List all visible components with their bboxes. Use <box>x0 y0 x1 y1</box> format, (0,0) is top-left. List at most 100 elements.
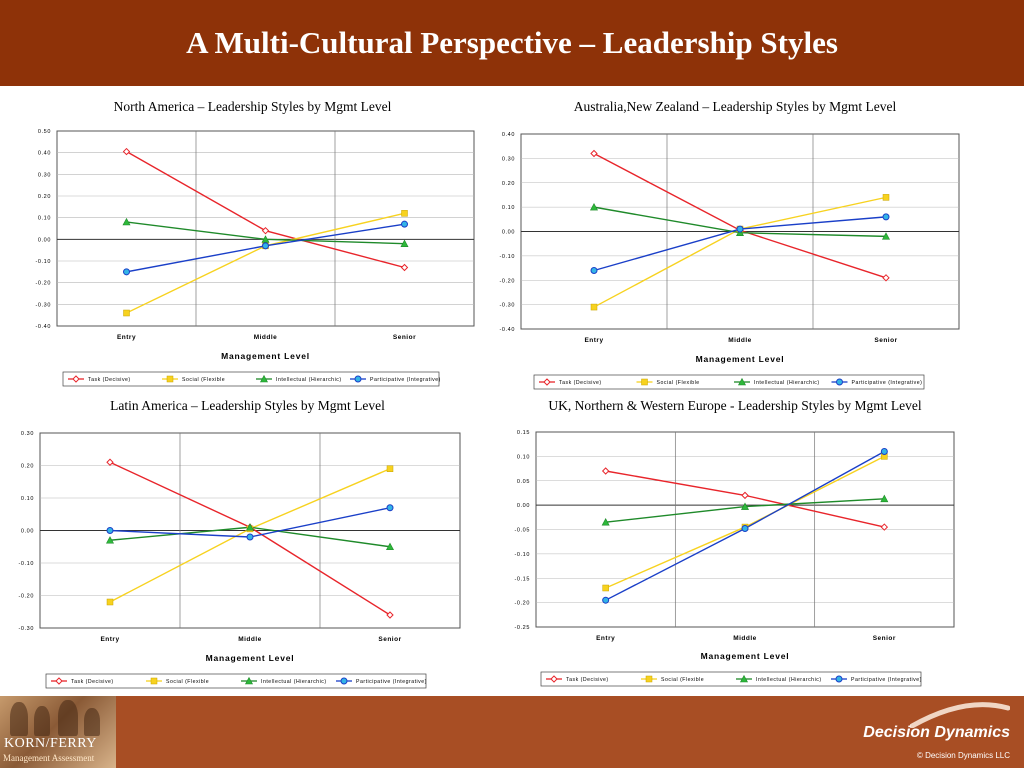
chart-3-xtick-label: Entry <box>100 636 119 643</box>
chart-4-legend-marker-intellectual <box>739 674 749 683</box>
chart-3-series-task-point <box>386 611 394 619</box>
chart-3-legend-label-participative: Participative (Integrative) <box>356 679 427 685</box>
chart-4-series-task-point <box>741 491 749 500</box>
korn-ferry-logo: KORN/FERRY Management Assessment <box>0 696 116 768</box>
chart-2-legend-label-participative: Participative (Integrative) <box>852 380 923 386</box>
chart-4-ytick-label: 0.10 <box>517 454 530 460</box>
chart-4-ytick-label: -0.25 <box>514 625 530 631</box>
chart-2-ytick-label: -0.30 <box>499 303 515 309</box>
chart-2-series-task-point <box>882 274 890 282</box>
chart-1-xtick-label: Middle <box>254 334 278 341</box>
chart-3-series-intellectual-point <box>385 542 395 551</box>
chart-3-ytick-label: 0.20 <box>21 464 34 470</box>
chart-1-ytick-label: 0.30 <box>38 172 51 178</box>
chart-4-ytick-label: -0.05 <box>514 528 530 534</box>
chart-3-ytick-label: -0.30 <box>18 626 34 632</box>
chart-2-ytick-label: -0.40 <box>499 327 515 333</box>
chart-title-latin-america: Latin America – Leadership Styles by Mgm… <box>110 398 385 413</box>
chart-1-series-intellectual-point <box>122 217 131 226</box>
chart-1-ytick-label: 0.40 <box>38 151 51 157</box>
chart-1-legend-label-social: Social (Flexible <box>182 377 225 383</box>
chart-2-xtick-label: Middle <box>728 337 752 344</box>
chart-1-ytick-label: -0.20 <box>35 281 51 287</box>
chart-1-series-intellectual-point <box>400 239 409 247</box>
chart-1-legend-marker-social <box>166 375 174 383</box>
chart-1-series-participative-point <box>401 220 408 228</box>
chart-2-legend-box <box>533 374 925 390</box>
chart-4-legend-marker-participative <box>835 675 843 683</box>
chart-2-legend-marker-intellectual <box>737 377 747 386</box>
chart-1-ytick-label: 0.50 <box>38 129 51 135</box>
chart-4-ytick-label: 0.00 <box>517 503 530 509</box>
chart-3-xtick-label: Senior <box>378 636 401 643</box>
chart-1-legend-label-intellectual: Intellectual (Hierarchic) <box>276 377 342 383</box>
chart-3-legend-marker-task <box>55 677 63 685</box>
chart-3-legend-marker-intellectual <box>244 676 254 685</box>
chart-1-legend-label-participative: Participative (Integrative) <box>370 377 441 383</box>
chart-1-ytick-label: 0.10 <box>38 216 51 222</box>
chart-3-legend-label-social: Social (Flexible <box>166 679 209 685</box>
chart-2-legend-marker-task <box>543 378 551 386</box>
chart-2-xaxis-title: Management Level <box>696 354 785 364</box>
chart-2-ytick-label: 0.10 <box>502 205 515 211</box>
chart-4-series-task-point <box>880 523 889 531</box>
chart-3-series-task-point <box>106 458 114 466</box>
chart-2-ytick-label: 0.30 <box>502 156 515 162</box>
chart-3-ytick-label: 0.10 <box>21 496 34 502</box>
chart-2-legend-marker-social <box>641 378 648 386</box>
chart-2-legend-label-task: Task (Decisive) <box>559 380 602 386</box>
chart-3-xaxis-title: Management Level <box>206 653 295 663</box>
chart-4-ytick-label: -0.15 <box>514 576 530 582</box>
chart-1-xaxis-title: Management Level <box>221 351 310 361</box>
decision-dynamics-swoosh-icon <box>910 702 1010 728</box>
chart-4-series-participative-point <box>602 596 610 604</box>
chart-3-series-participative-point <box>386 504 394 512</box>
chart-1-series-task-point <box>261 226 270 235</box>
chart-3-legend-label-intellectual: Intellectual (Hierarchic) <box>261 679 327 685</box>
korn-ferry-name: KORN/FERRY <box>4 736 97 751</box>
footer-bar: KORN/FERRY Management Assessment Decisio… <box>0 696 1024 768</box>
chart-1-series-task-point <box>400 263 409 272</box>
chart-4-series-intellectual-point <box>880 494 889 503</box>
chart-4-xtick-label: Entry <box>596 635 615 642</box>
chart-2-series-social-point <box>882 194 890 201</box>
chart-3-ytick-label: 0.00 <box>21 529 34 535</box>
chart-3-series-intellectual-point <box>105 536 115 544</box>
chart-2-series-intellectual-point <box>589 202 599 211</box>
chart-2-ytick-label: -0.20 <box>499 278 515 284</box>
chart-2-series-participative-point <box>736 225 744 233</box>
chart-1-ytick-label: 0.00 <box>38 237 51 243</box>
chart-1-legend-marker-task <box>72 375 80 383</box>
chart-3-legend-box <box>45 673 427 689</box>
chart-1-series-social-point <box>401 210 408 217</box>
chart-2-ytick-label: 0.00 <box>502 230 515 236</box>
chart-3-legend-label-task: Task (Decisive) <box>71 679 114 685</box>
chart-2-legend-label-intellectual: Intellectual (Hierarchic) <box>754 380 820 386</box>
chart-4-legend-box <box>540 671 922 687</box>
chart-2-ytick-label: 0.40 <box>502 132 515 138</box>
chart-3-series-participative-point <box>106 527 114 534</box>
chart-1-series-task-point <box>122 147 131 156</box>
chart-4-legend-label-participative: Participative (Integrative) <box>851 677 922 683</box>
chart-title-uk-europe: UK, Northern & Western Europe - Leadersh… <box>548 398 922 413</box>
chart-2-series-task-point <box>590 149 598 158</box>
chart-title-north-america: North America – Leadership Styles by Mgm… <box>113 99 392 114</box>
chart-4-legend-label-task: Task (Decisive) <box>566 677 609 683</box>
decision-dynamics-logo: Decision Dynamics <box>863 724 1010 741</box>
chart-4-series-social-point <box>602 584 609 592</box>
chart-4-legend-marker-task <box>550 675 558 683</box>
chart-2-series-participative-point <box>882 213 890 221</box>
chart-4-legend-label-intellectual: Intellectual (Hierarchic) <box>756 677 822 683</box>
chart-3-series-social-point <box>386 465 394 472</box>
chart-4-xtick-label: Middle <box>733 635 757 642</box>
chart-4-ytick-label: 0.15 <box>517 430 530 436</box>
chart-1-legend-marker-intellectual <box>259 374 269 383</box>
chart-4-series-participative-point <box>741 525 749 533</box>
chart-1-legend-box <box>62 371 440 387</box>
chart-4-series-intellectual-point <box>740 502 750 510</box>
chart-4-ytick-label: 0.05 <box>517 479 530 485</box>
chart-3-ytick-label: -0.20 <box>18 594 34 600</box>
korn-ferry-sub: Management Assessment <box>3 753 95 763</box>
chart-title-australia-nz: Australia,New Zealand – Leadership Style… <box>573 99 897 114</box>
chart-1-series-participative-point <box>262 242 269 250</box>
